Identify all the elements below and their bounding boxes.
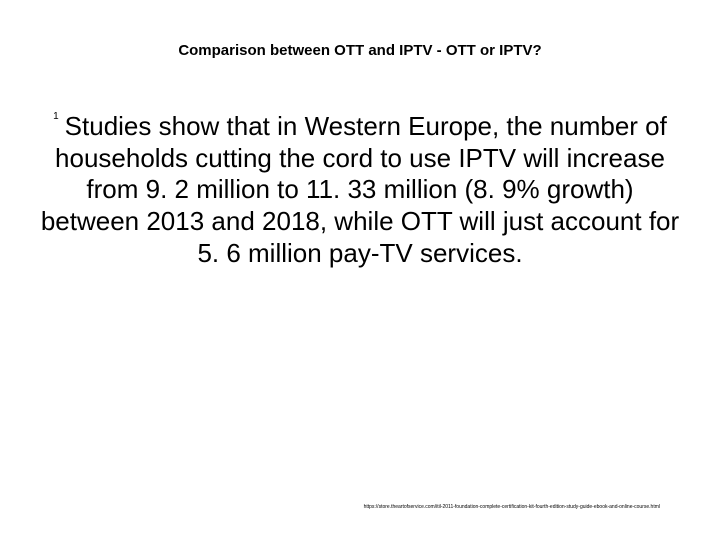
bullet-marker: 1 — [53, 111, 59, 123]
body-paragraph: Studies show that in Western Europe, the… — [41, 111, 679, 268]
slide-title: Comparison between OTT and IPTV - OTT or… — [0, 0, 720, 59]
footer-url: https://store.theartofservice.com/itil-2… — [364, 504, 660, 510]
slide-body: 1Studies show that in Western Europe, th… — [0, 59, 720, 270]
slide-container: Comparison between OTT and IPTV - OTT or… — [0, 0, 720, 540]
